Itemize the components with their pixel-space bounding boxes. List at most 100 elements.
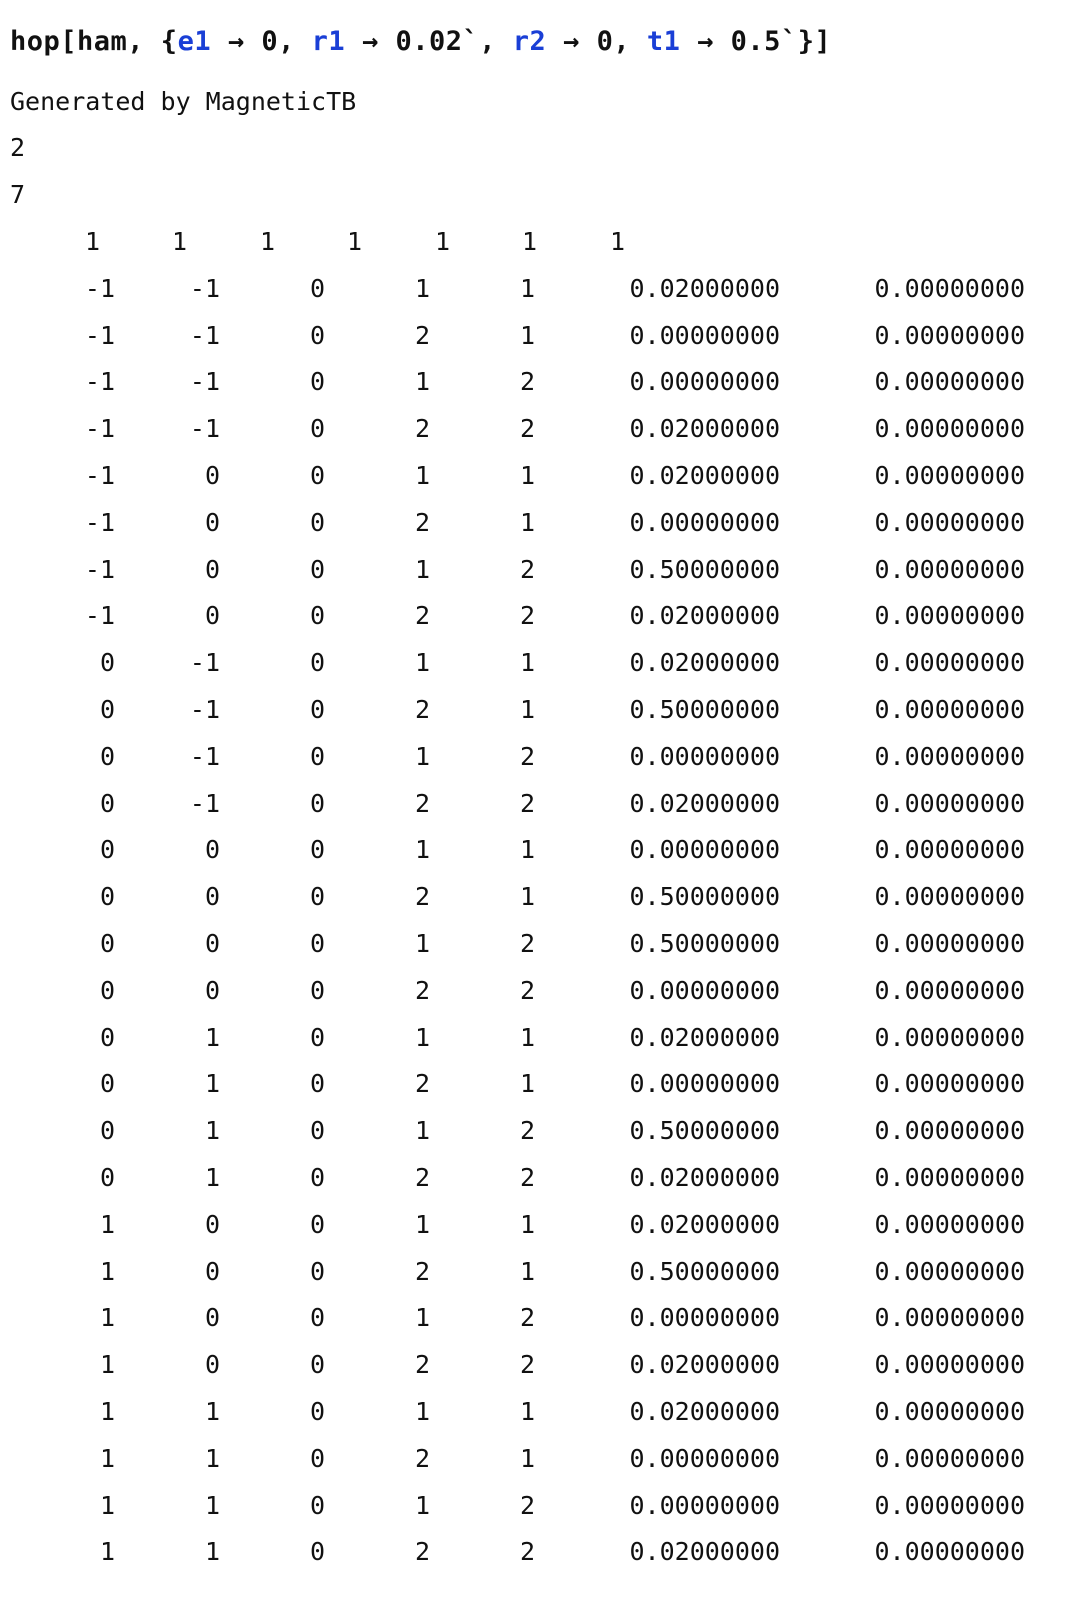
table-cell: -1 [84,507,115,537]
table-cell: 2 [414,975,430,1005]
table-cell: 0 [204,1350,220,1380]
table-cell: 1 [99,1350,115,1380]
table-cell: 2 [519,1116,535,1146]
table-cell: 1 [204,1162,220,1192]
table-cell: 0.00000000 [629,507,780,537]
table-cell: 0 [99,741,115,771]
table-cell: 1 [519,648,535,678]
table-cell: 0.00000000 [874,694,1025,724]
hopping-table: 1 1 1 1 1 1 1 -1 -1 0 1 1 0.02000000 0.00000000 -1 -1 0… [0,222,1070,1579]
table-cell: 2 [519,1303,535,1333]
table-cell: 1 [414,928,430,958]
table-cell: 2 [414,788,430,818]
table-cell: -1 [84,460,115,490]
table-cell: -1 [84,367,115,397]
table-cell: 0.00000000 [874,788,1025,818]
table-cell: 2 [414,1350,430,1380]
nrpts-line: 7 [10,180,26,209]
table-cell: 0.00000000 [874,928,1025,958]
table-cell: 0 [99,1022,115,1052]
table-cell: 0.00000000 [629,1069,780,1099]
table-cell: -1 [189,320,220,350]
table-cell: 0 [309,1022,325,1052]
table-row: 1 1 0 2 2 0.02000000 0.00000000 [0,1532,1070,1579]
table-cell: 0.02000000 [629,460,780,490]
table-cell: 0 [309,1303,325,1333]
table-cell: 2 [414,882,430,912]
table-cell: 2 [414,601,430,631]
degeneracy-value: 1 [259,227,275,256]
table-cell: 0 [204,601,220,631]
table-cell: 0 [99,882,115,912]
output-header-line: Generated by MagneticTB [10,87,357,116]
table-row: -1 -1 0 2 2 0.02000000 0.00000000 [0,409,1070,456]
table-cell: 0 [204,882,220,912]
table-row: -1 0 0 1 2 0.50000000 0.00000000 [0,550,1070,597]
table-cell: 2 [414,414,430,444]
table-cell: 0.50000000 [629,928,780,958]
table-cell: 0 [309,1069,325,1099]
table-cell: 0 [204,835,220,865]
table-cell: 2 [519,1162,535,1192]
table-cell: 1 [204,1443,220,1473]
table-row: 1 0 0 1 2 0.00000000 0.00000000 [0,1298,1070,1345]
table-cell: 1 [519,1256,535,1286]
table-cell: 0.00000000 [874,741,1025,771]
table-cell: 0 [99,928,115,958]
table-cell: 0 [309,1537,325,1567]
table-cell: 0 [204,975,220,1005]
table-cell: 0.02000000 [629,414,780,444]
table-cell: 0.50000000 [629,554,780,584]
table-cell: 0 [309,1490,325,1520]
table-cell: 1 [204,1537,220,1567]
table-cell: 1 [519,835,535,865]
table-cell: 0.00000000 [629,741,780,771]
table-row: 0 1 0 1 2 0.50000000 0.00000000 [0,1111,1070,1158]
table-cell: 0 [99,788,115,818]
table-cell: 0 [309,741,325,771]
table-row: 1 1 0 1 1 0.02000000 0.00000000 [0,1392,1070,1439]
table-cell: 0 [309,835,325,865]
degeneracy-value: 1 [171,227,187,256]
table-row: -1 -1 0 2 1 0.00000000 0.00000000 [0,316,1070,363]
table-cell: 0.00000000 [629,367,780,397]
table-cell: 2 [414,320,430,350]
table-cell: 0.02000000 [629,1209,780,1239]
rule-arrow: → [361,26,379,57]
rule-symbol-e1: e1 [177,26,212,57]
table-cell: 0.00000000 [874,320,1025,350]
degeneracy-value: 1 [521,227,537,256]
table-cell: 1 [414,367,430,397]
table-cell: 1 [414,1209,430,1239]
table-cell: 0 [309,882,325,912]
table-cell: 0 [99,1116,115,1146]
table-cell: 0 [309,928,325,958]
table-cell: 1 [414,1116,430,1146]
table-cell: 2 [519,601,535,631]
table-cell: 0.00000000 [874,414,1025,444]
table-cell: 0.00000000 [874,1162,1025,1192]
table-row: -1 0 0 2 2 0.02000000 0.00000000 [0,596,1070,643]
table-cell: -1 [189,788,220,818]
table-cell: 0.02000000 [629,273,780,303]
table-cell: 0 [204,1256,220,1286]
rule-arrow: → [563,26,580,57]
table-cell: 2 [519,1350,535,1380]
rule-arrow: → [697,26,714,57]
table-cell: 0.00000000 [629,1303,780,1333]
table-cell: 2 [519,788,535,818]
table-cell: 1 [414,554,430,584]
table-cell: 1 [99,1490,115,1520]
table-row: 0 -1 0 2 2 0.02000000 0.00000000 [0,784,1070,831]
table-cell: 0.00000000 [629,320,780,350]
table-cell: 1 [414,1490,430,1520]
table-cell: 0 [204,460,220,490]
table-cell: 1 [99,1209,115,1239]
rule-symbol-r1: r1 [311,26,346,57]
num-wann-line: 2 [10,133,26,162]
input-cell[interactable]: hop[ham, {e1 → 0, r1 → 0.02`, r2 → 0, t1… [10,26,832,57]
table-row: -1 0 0 1 1 0.02000000 0.00000000 [0,456,1070,503]
table-row: 1 1 0 1 2 0.00000000 0.00000000 [0,1486,1070,1533]
table-cell: 0.02000000 [629,648,780,678]
table-cell: 2 [519,554,535,584]
